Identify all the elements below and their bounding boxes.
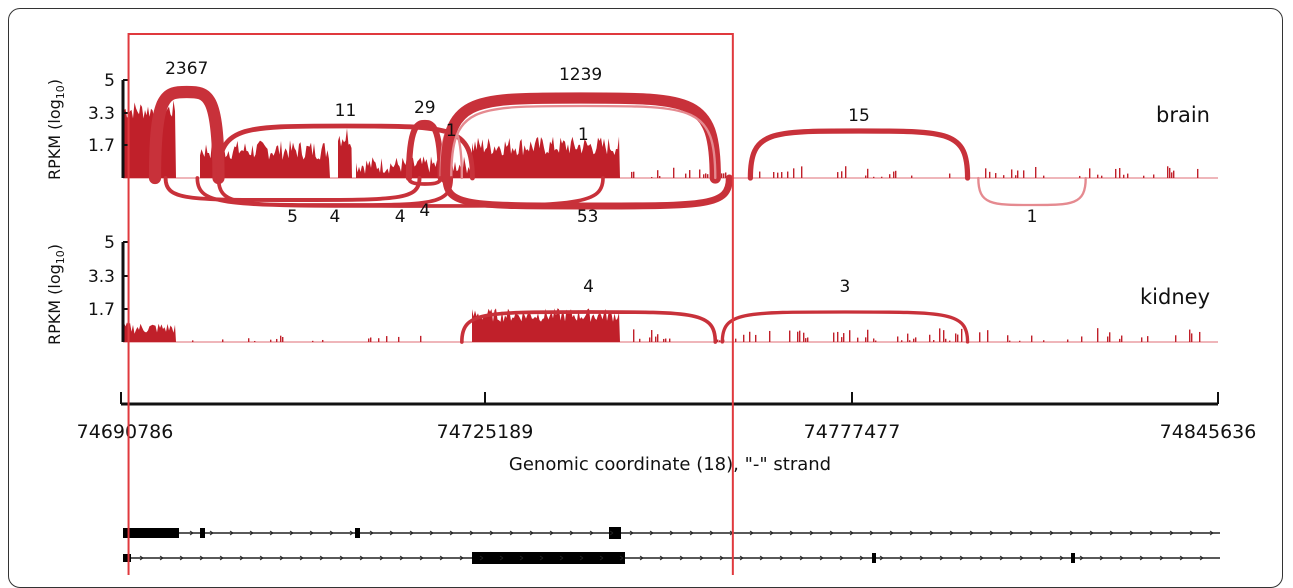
brain-junction-arc bbox=[407, 176, 443, 186]
brain-junction-arc bbox=[163, 176, 422, 202]
x-tick-label: 74777477 bbox=[804, 421, 901, 443]
brain-ylabel: RPKM (log10) bbox=[45, 79, 67, 180]
brain-junction-count: 1 bbox=[578, 125, 589, 145]
brain-junction-arc bbox=[148, 85, 225, 185]
brain-junction-count: 1239 bbox=[559, 65, 602, 85]
kidney-ylabel: RPKM (log10) bbox=[45, 244, 67, 345]
brain-junction-count: 53 bbox=[577, 207, 599, 227]
brain-coverage-sparse bbox=[631, 166, 1199, 178]
transcript-1-intron-markers bbox=[189, 530, 1214, 536]
brain-junction-arc bbox=[440, 92, 721, 184]
highlight-region bbox=[127, 33, 734, 575]
brain-junction-arc bbox=[405, 119, 444, 182]
brain-junction-arc bbox=[442, 174, 733, 210]
kidney-junction-arc bbox=[720, 310, 970, 344]
brain-junction-count: 11 bbox=[335, 101, 357, 121]
brain-coverage-exon-3 bbox=[338, 128, 352, 178]
kidney-ytick-1.7: 1.7 bbox=[88, 300, 115, 320]
kidney-coverage-sparse-right bbox=[633, 328, 1201, 342]
x-axis: 74690786 74725189 74777477 74845636 Geno… bbox=[77, 392, 1257, 475]
brain-junction-count: 4 bbox=[419, 201, 430, 221]
kidney-ytick-3.3: 3.3 bbox=[88, 267, 115, 287]
brain-junction-count: 1 bbox=[446, 121, 457, 141]
brain-junction-arc bbox=[450, 104, 717, 180]
transcript-2-intron-markers bbox=[139, 555, 1204, 561]
brain-coverage-exon-5 bbox=[472, 136, 620, 178]
brain-coverage-exon-2 bbox=[200, 140, 330, 178]
brain-junction-count: 29 bbox=[414, 98, 436, 118]
brain-ytick-5: 5 bbox=[104, 71, 115, 91]
kidney-y-axis: 5 3.3 1.7 RPKM (log10) kidney bbox=[45, 233, 1210, 345]
x-tick-label: 74725189 bbox=[437, 421, 534, 443]
kidney-junction-arc bbox=[460, 310, 718, 344]
kidney-track-label: kidney bbox=[1140, 285, 1210, 309]
kidney-coverage-sparse-left bbox=[192, 335, 422, 342]
transcript-1 bbox=[123, 527, 1220, 539]
x-axis-label: Genomic coordinate (18), "-" strand bbox=[509, 454, 831, 475]
kidney-coverage-exon-1 bbox=[124, 322, 176, 342]
x-tick-label: 74690786 bbox=[77, 421, 174, 443]
gene-models bbox=[123, 527, 1220, 564]
brain-junction-arc bbox=[216, 123, 475, 181]
brain-junction-arc bbox=[977, 176, 1087, 207]
kidney-junction-count: 4 bbox=[583, 277, 594, 297]
brain-junction-count: 2367 bbox=[165, 59, 208, 79]
brain-junction-count: 15 bbox=[848, 106, 870, 126]
sashimi-plot: 5 3.3 1.7 RPKM (log10) brain 5 3.3 1.7 R… bbox=[45, 33, 1257, 575]
brain-y-axis: 5 3.3 1.7 RPKM (log10) brain bbox=[45, 71, 1210, 180]
brain-junction-arc bbox=[195, 176, 605, 208]
transcript-2 bbox=[123, 552, 1220, 564]
kidney-ytick-5: 5 bbox=[104, 233, 115, 253]
brain-ytick-3.3: 3.3 bbox=[88, 104, 115, 124]
brain-junction-arc bbox=[747, 128, 971, 181]
brain-ytick-1.7: 1.7 bbox=[88, 136, 115, 156]
x-tick-label: 74845636 bbox=[1160, 421, 1257, 443]
brain-junction-count: 4 bbox=[329, 207, 340, 227]
junction-arcs bbox=[148, 85, 1087, 344]
brain-junction-count: 4 bbox=[395, 207, 406, 227]
brain-track-label: brain bbox=[1156, 103, 1210, 127]
brain-junction-count: 1 bbox=[1027, 207, 1038, 227]
kidney-junction-count: 3 bbox=[840, 277, 851, 297]
brain-junction-count: 5 bbox=[287, 207, 298, 227]
kidney-coverage-exon-5 bbox=[472, 308, 620, 342]
